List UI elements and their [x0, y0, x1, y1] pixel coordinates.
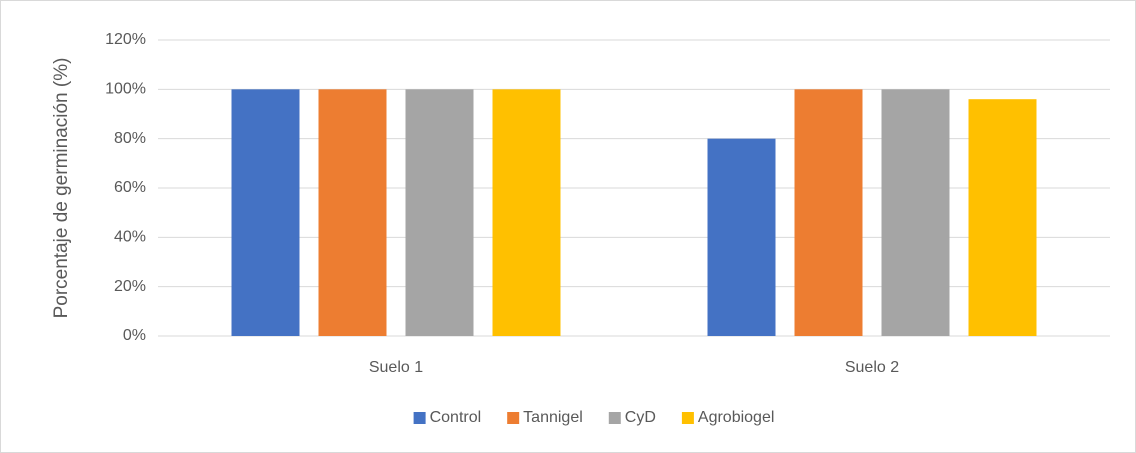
legend-swatch — [681, 412, 694, 424]
bar — [318, 89, 387, 336]
y-tick-label: 100% — [105, 81, 146, 98]
x-tick-label: Suelo 1 — [369, 359, 423, 376]
y-tick-label: 40% — [114, 229, 146, 246]
y-tick-label: 60% — [114, 179, 146, 196]
legend-label: Control — [430, 409, 482, 426]
x-tick-label: Suelo 2 — [845, 359, 899, 376]
bar — [405, 89, 474, 336]
legend-swatch — [413, 412, 426, 424]
legend-swatch — [507, 412, 520, 424]
bar — [492, 89, 561, 336]
bar — [881, 89, 950, 336]
legend-label: CyD — [625, 409, 656, 426]
bar — [231, 89, 300, 336]
y-tick-label: 20% — [114, 278, 146, 295]
bar — [707, 138, 776, 336]
legend-label: Tannigel — [523, 409, 583, 426]
y-tick-label: 80% — [114, 130, 146, 147]
bar — [968, 99, 1037, 336]
y-tick-label: 0% — [123, 327, 146, 344]
legend-swatch — [608, 412, 621, 424]
bar — [794, 89, 863, 336]
y-tick-label: 120% — [105, 31, 146, 48]
y-axis-label: Porcentaje de germinación (%) — [51, 58, 72, 319]
legend-label: Agrobiogel — [698, 409, 775, 426]
